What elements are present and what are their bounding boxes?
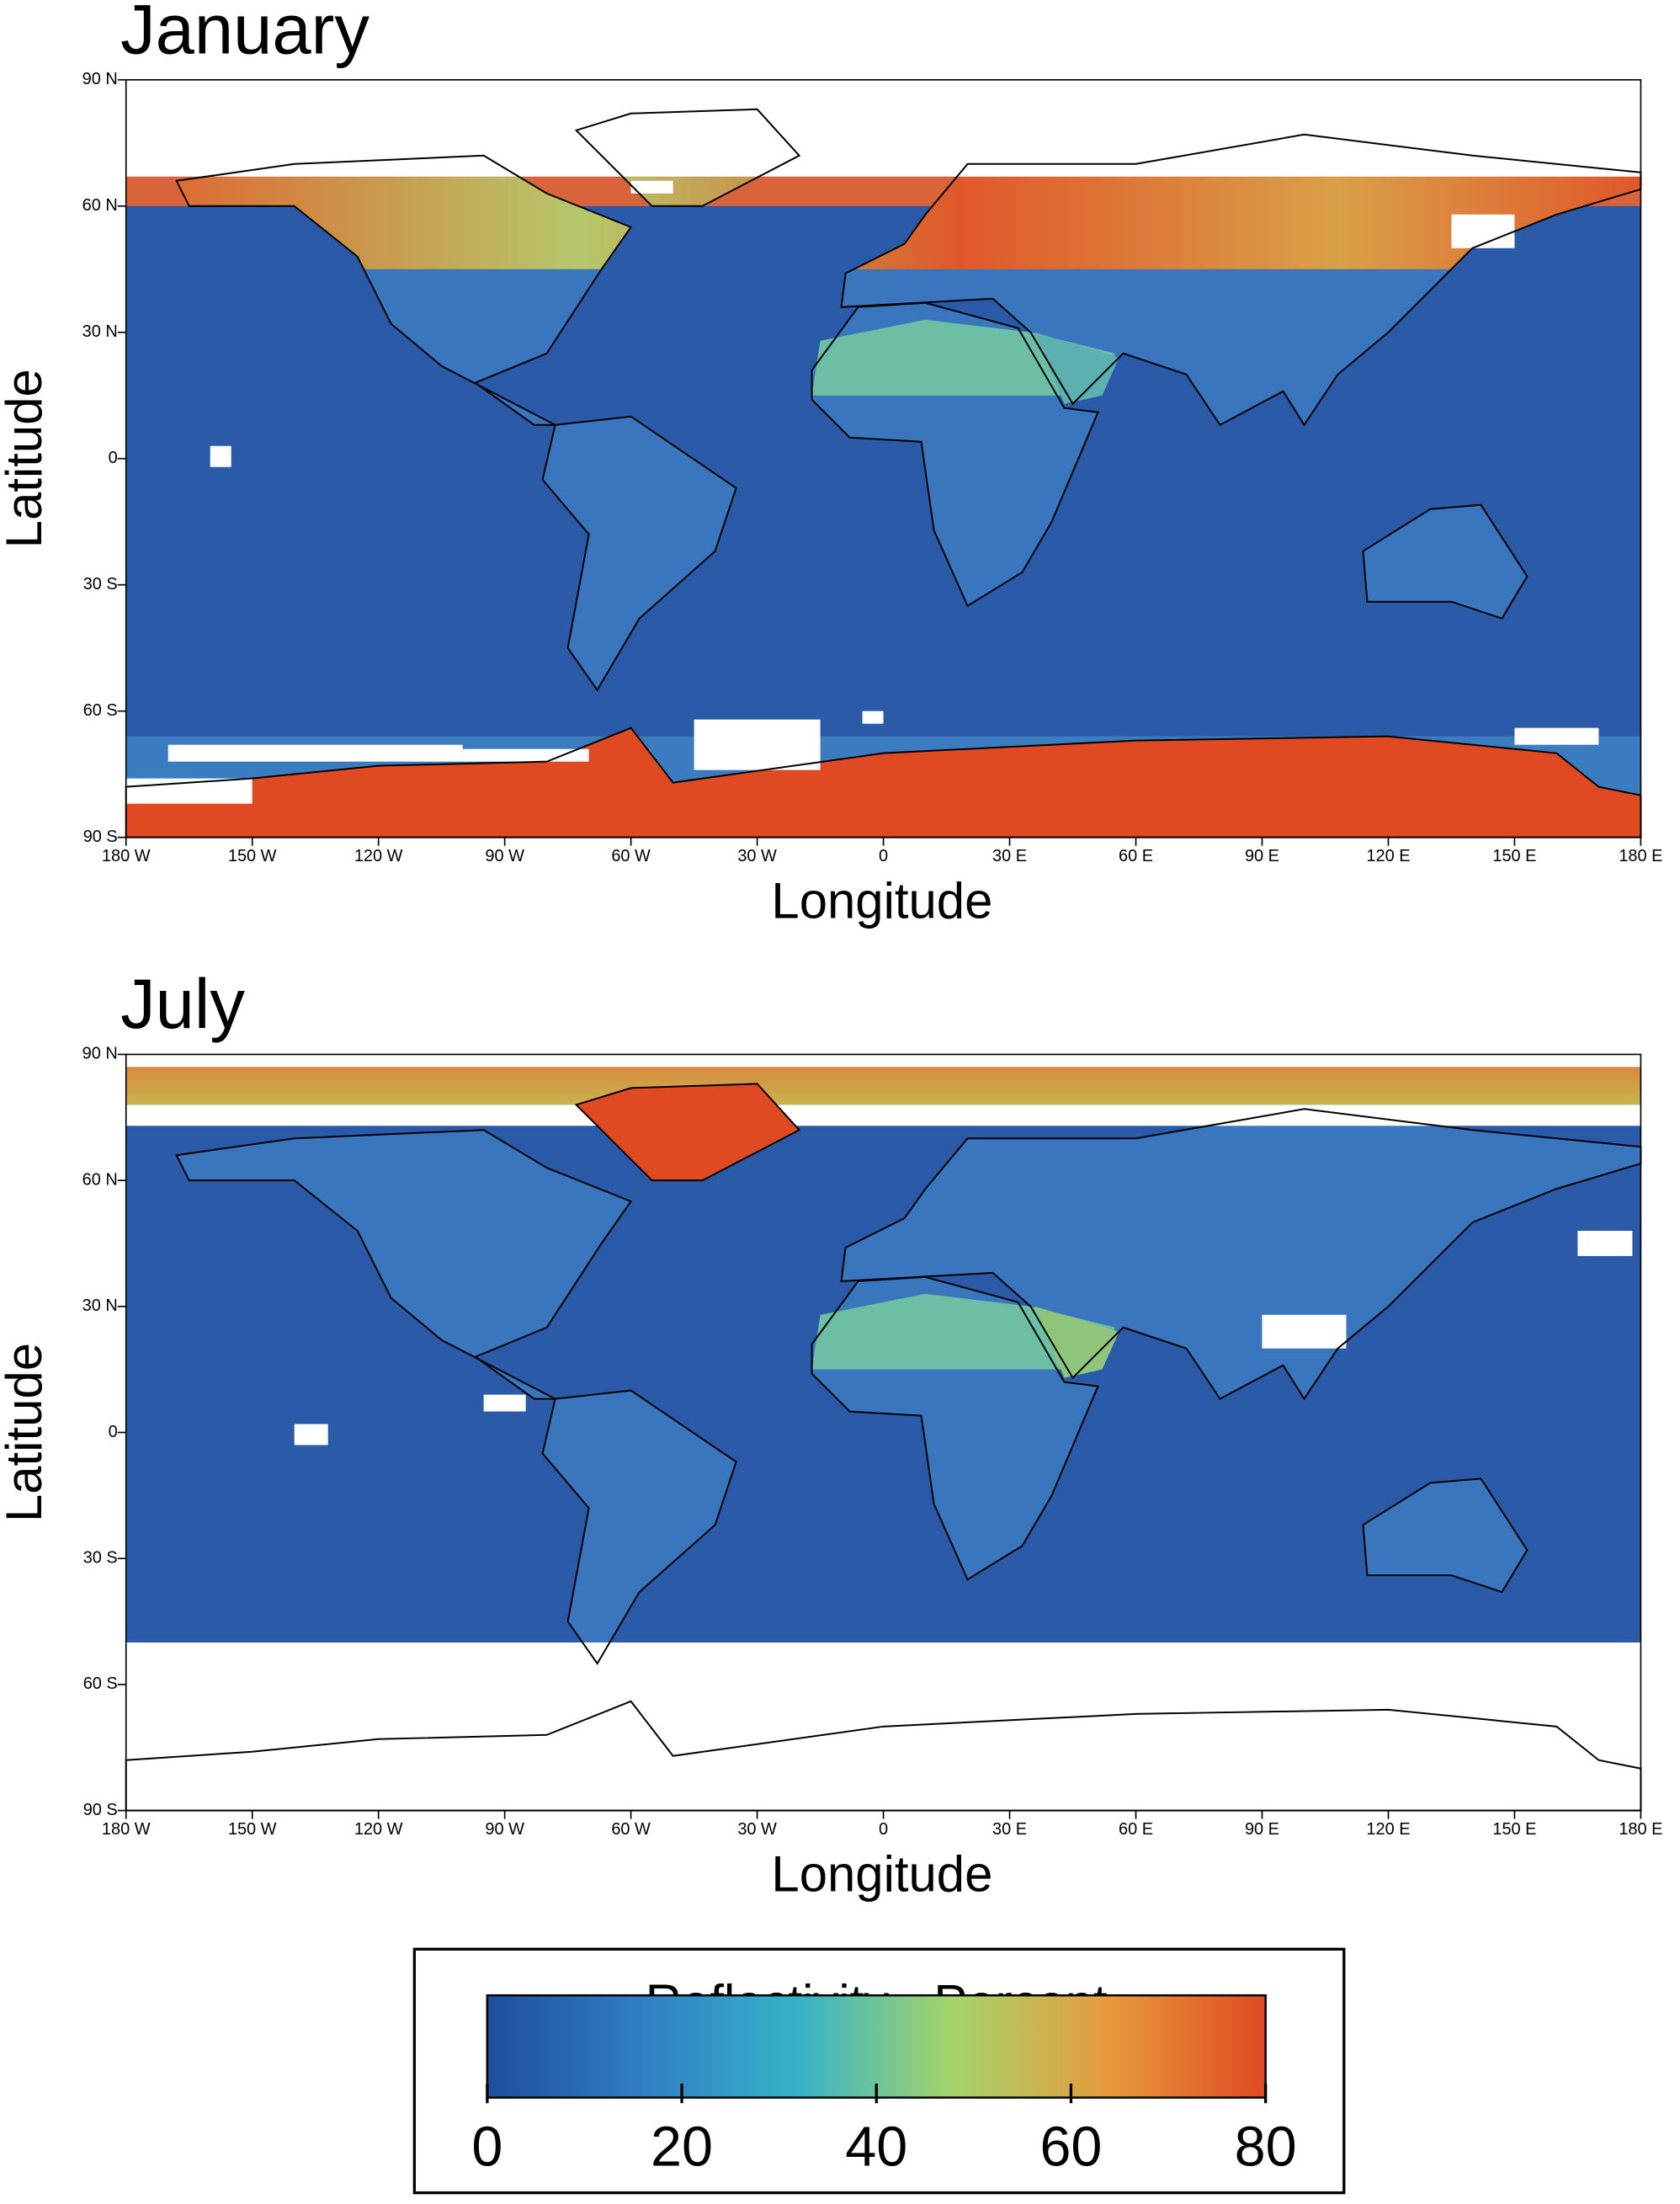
colorbar-gradient [486,1994,1267,2099]
x-tick-label: 90 E [1245,1820,1279,1839]
x-tick-label: 120 W [354,847,403,865]
x-tick-label: 0 [879,1820,888,1839]
x-tick-label: 150 W [228,1820,277,1839]
x-tick-label: 120 W [354,1820,403,1839]
no-data [210,445,231,467]
no-data [483,1394,526,1412]
x-tick-label: 30 W [737,1820,777,1839]
land-na [176,1130,631,1399]
x-tick-label: 180 W [102,1820,151,1839]
no-data [1262,1314,1347,1349]
y-tick-label: 90 N [82,1045,118,1063]
x-tick-label: 180 E [1619,847,1662,865]
x-tick-label: 90 W [485,847,524,865]
y-tick-label: 30 S [83,1548,118,1567]
coastline [175,1129,633,1400]
x-tick-label: 120 E [1366,1820,1410,1839]
land-sa [542,416,736,690]
coastline [541,415,737,692]
y-tick-label: 60 S [83,701,118,720]
coastline [574,1083,801,1182]
x-tick-label: 30 E [992,1820,1027,1839]
colorbar-tick-label: 0 [471,2116,502,2178]
y-tick-label: 30 S [83,575,118,594]
arabia [1034,332,1119,404]
x-tick-label: 150 W [228,847,277,865]
coastline [1362,1477,1528,1594]
x-tick-label: 180 W [102,847,151,865]
colorbar-tick-label: 80 [1235,2116,1297,2178]
land-au [1363,504,1528,619]
no-data [1451,214,1515,248]
y-tick-label: 0 [109,449,118,467]
y-tick-label: 60 N [82,196,118,215]
x-axis-label: Longitude [771,1845,992,1902]
x-tick-label: 150 E [1492,1820,1536,1839]
y-tick-label: 60 S [83,1674,118,1693]
x-tick-label: 120 E [1366,847,1410,865]
x-axis-label: Longitude [771,872,992,929]
no-data [294,1424,328,1445]
greenland-snow [576,1083,800,1181]
no-data [1514,727,1599,745]
x-tick-label: 150 E [1492,847,1536,865]
x-tick-label: 90 E [1245,847,1279,865]
coastline [811,1275,1099,1581]
x-tick-label: 180 E [1619,1820,1662,1839]
no-data [862,711,884,724]
antarctic-snow [125,727,1641,838]
coastline [840,1108,1642,1401]
polar-snow [125,1067,1641,1105]
y-tick-label: 90 N [82,70,118,88]
coastline [840,133,1642,427]
coastline [175,154,633,426]
x-tick-label: 60 E [1119,847,1153,865]
land-sa [542,1390,736,1664]
x-tick-label: 60 W [611,847,651,865]
x-tick-label: 0 [879,847,888,865]
x-tick-label: 60 E [1119,1820,1153,1839]
y-tick-label: 90 S [83,828,118,846]
map-title: July [120,965,245,1043]
arabia [1034,1306,1119,1378]
colorbar-tick-label: 20 [651,2116,713,2178]
colorbar-tick-label: 40 [845,2116,907,2178]
no-data [694,719,821,770]
no-data [125,1105,1641,1126]
y-tick-label: 60 N [82,1170,118,1189]
x-tick-label: 90 W [485,1820,524,1839]
coastline [574,108,801,207]
map-title: January [120,0,369,69]
y-tick-label: 30 N [82,1296,118,1315]
land-au [1363,1478,1528,1593]
no-data [167,744,463,762]
y-tick-label: 0 [109,1423,118,1441]
no-data [1577,1231,1633,1256]
colorbar-tick-label: 60 [1039,2116,1102,2178]
no-data [630,180,673,194]
no-data [462,748,589,762]
y-axis-label: Latitude [0,1343,52,1522]
y-tick-label: 30 N [82,322,118,341]
land-eu [841,1109,1641,1399]
x-tick-label: 60 W [611,1820,651,1839]
y-tick-label: 90 S [83,1801,118,1819]
coastline [1362,503,1528,620]
y-axis-label: Latitude [0,369,52,548]
coastline [541,1389,737,1665]
x-tick-label: 30 W [737,847,777,865]
x-tick-label: 30 E [992,847,1027,865]
coastline [811,301,1099,608]
no-data [125,1054,1641,1067]
